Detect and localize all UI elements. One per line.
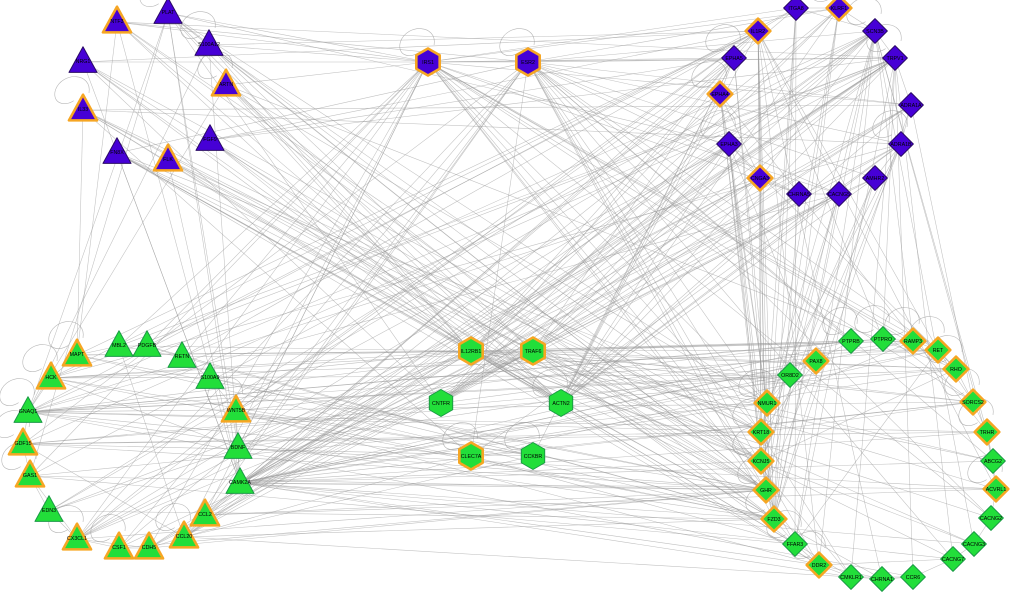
svg-text:WNT5B: WNT5B bbox=[227, 408, 246, 414]
svg-text:NTF3: NTF3 bbox=[110, 19, 123, 25]
svg-text:CSF1: CSF1 bbox=[112, 545, 126, 551]
svg-text:CCL2: CCL2 bbox=[198, 512, 212, 518]
svg-text:EPHA4: EPHA4 bbox=[711, 92, 728, 98]
svg-text:KLRF1: KLRF1 bbox=[831, 6, 848, 12]
svg-text:FFAR3: FFAR3 bbox=[787, 542, 804, 548]
svg-text:CHRNA1: CHRNA1 bbox=[871, 577, 893, 583]
svg-text:TRPV1: TRPV1 bbox=[886, 56, 903, 62]
svg-text:S100A12: S100A12 bbox=[198, 42, 220, 48]
svg-text:FLK: FLK bbox=[163, 157, 173, 163]
svg-text:PDGFB: PDGFB bbox=[138, 343, 157, 349]
svg-text:SCN3B: SCN3B bbox=[866, 29, 884, 35]
svg-text:CAMK2A: CAMK2A bbox=[229, 480, 251, 486]
svg-text:FGF9: FGF9 bbox=[203, 137, 217, 143]
svg-text:ACTN2: ACTN2 bbox=[552, 401, 569, 407]
svg-text:ADRA1B: ADRA1B bbox=[890, 142, 912, 148]
svg-text:MAPT: MAPT bbox=[70, 352, 85, 358]
svg-text:CX3CL1: CX3CL1 bbox=[67, 536, 87, 542]
svg-text:ESR2: ESR2 bbox=[521, 60, 535, 66]
svg-text:S100A9: S100A9 bbox=[201, 375, 220, 381]
svg-text:NMUR1: NMUR1 bbox=[758, 401, 777, 407]
svg-text:CACNG3: CACNG3 bbox=[963, 542, 985, 548]
svg-text:TRHR: TRHR bbox=[980, 430, 995, 436]
svg-text:RAMP3: RAMP3 bbox=[904, 339, 922, 345]
svg-text:CACNG5: CACNG5 bbox=[828, 192, 850, 198]
svg-text:ACVRL1: ACVRL1 bbox=[986, 487, 1007, 493]
svg-text:PTPRB: PTPRB bbox=[842, 339, 860, 345]
svg-text:CNTFR: CNTFR bbox=[432, 401, 450, 407]
svg-text:IL33: IL33 bbox=[78, 107, 88, 113]
svg-text:OR8D2: OR8D2 bbox=[781, 373, 799, 379]
svg-text:CCKBR: CCKBR bbox=[524, 454, 543, 460]
svg-text:NRG1: NRG1 bbox=[76, 59, 91, 65]
svg-text:EPHA5: EPHA5 bbox=[725, 56, 742, 62]
svg-text:KRT18: KRT18 bbox=[753, 430, 769, 436]
svg-text:EDN3: EDN3 bbox=[42, 508, 56, 514]
svg-text:DDR2: DDR2 bbox=[812, 563, 826, 569]
svg-text:ADRA1A: ADRA1A bbox=[900, 103, 922, 109]
svg-text:ABCG2: ABCG2 bbox=[984, 459, 1002, 465]
svg-text:CDH5: CDH5 bbox=[142, 545, 156, 551]
svg-text:SORCS2: SORCS2 bbox=[962, 400, 984, 406]
svg-text:RET: RET bbox=[933, 348, 944, 354]
svg-text:GDF15: GDF15 bbox=[14, 441, 31, 447]
svg-text:IL12RB1: IL12RB1 bbox=[461, 349, 482, 355]
svg-text:EPHA3: EPHA3 bbox=[720, 142, 737, 148]
svg-text:HCK: HCK bbox=[45, 375, 57, 381]
svg-text:PTPRO: PTPRO bbox=[874, 337, 892, 343]
svg-text:PAX8: PAX8 bbox=[809, 359, 822, 365]
svg-text:CLEC7A: CLEC7A bbox=[461, 454, 482, 460]
svg-text:FN8X: FN8X bbox=[110, 150, 124, 156]
svg-text:IL1R2: IL1R2 bbox=[751, 29, 765, 35]
svg-text:KCNJ5: KCNJ5 bbox=[753, 459, 770, 465]
svg-text:TRAF6: TRAF6 bbox=[525, 349, 542, 355]
svg-text:CCL20: CCL20 bbox=[176, 534, 193, 540]
svg-text:FZD3: FZD3 bbox=[767, 517, 780, 523]
svg-text:CMKLR1: CMKLR1 bbox=[840, 575, 862, 581]
svg-text:GNAQ1: GNAQ1 bbox=[19, 409, 38, 415]
svg-text:RETN: RETN bbox=[175, 354, 190, 360]
svg-text:CACNG7: CACNG7 bbox=[942, 557, 964, 563]
svg-text:CACNG2: CACNG2 bbox=[980, 516, 1002, 522]
svg-text:IRS1: IRS1 bbox=[422, 60, 434, 66]
svg-text:AMHR2: AMHR2 bbox=[866, 176, 885, 182]
svg-text:RHO: RHO bbox=[950, 367, 962, 373]
svg-text:BDNF: BDNF bbox=[231, 445, 246, 451]
svg-text:CNGA3: CNGA3 bbox=[751, 176, 769, 182]
svg-text:ITGA8: ITGA8 bbox=[788, 6, 803, 12]
svg-text:ARTN: ARTN bbox=[219, 82, 233, 88]
svg-text:MBL2: MBL2 bbox=[112, 343, 126, 349]
svg-text:GHR: GHR bbox=[760, 488, 772, 494]
svg-text:PLAT: PLAT bbox=[162, 10, 176, 16]
svg-text:CHRNA5: CHRNA5 bbox=[788, 192, 810, 198]
svg-text:GAS1: GAS1 bbox=[23, 473, 37, 479]
svg-text:CCR6: CCR6 bbox=[906, 575, 920, 581]
